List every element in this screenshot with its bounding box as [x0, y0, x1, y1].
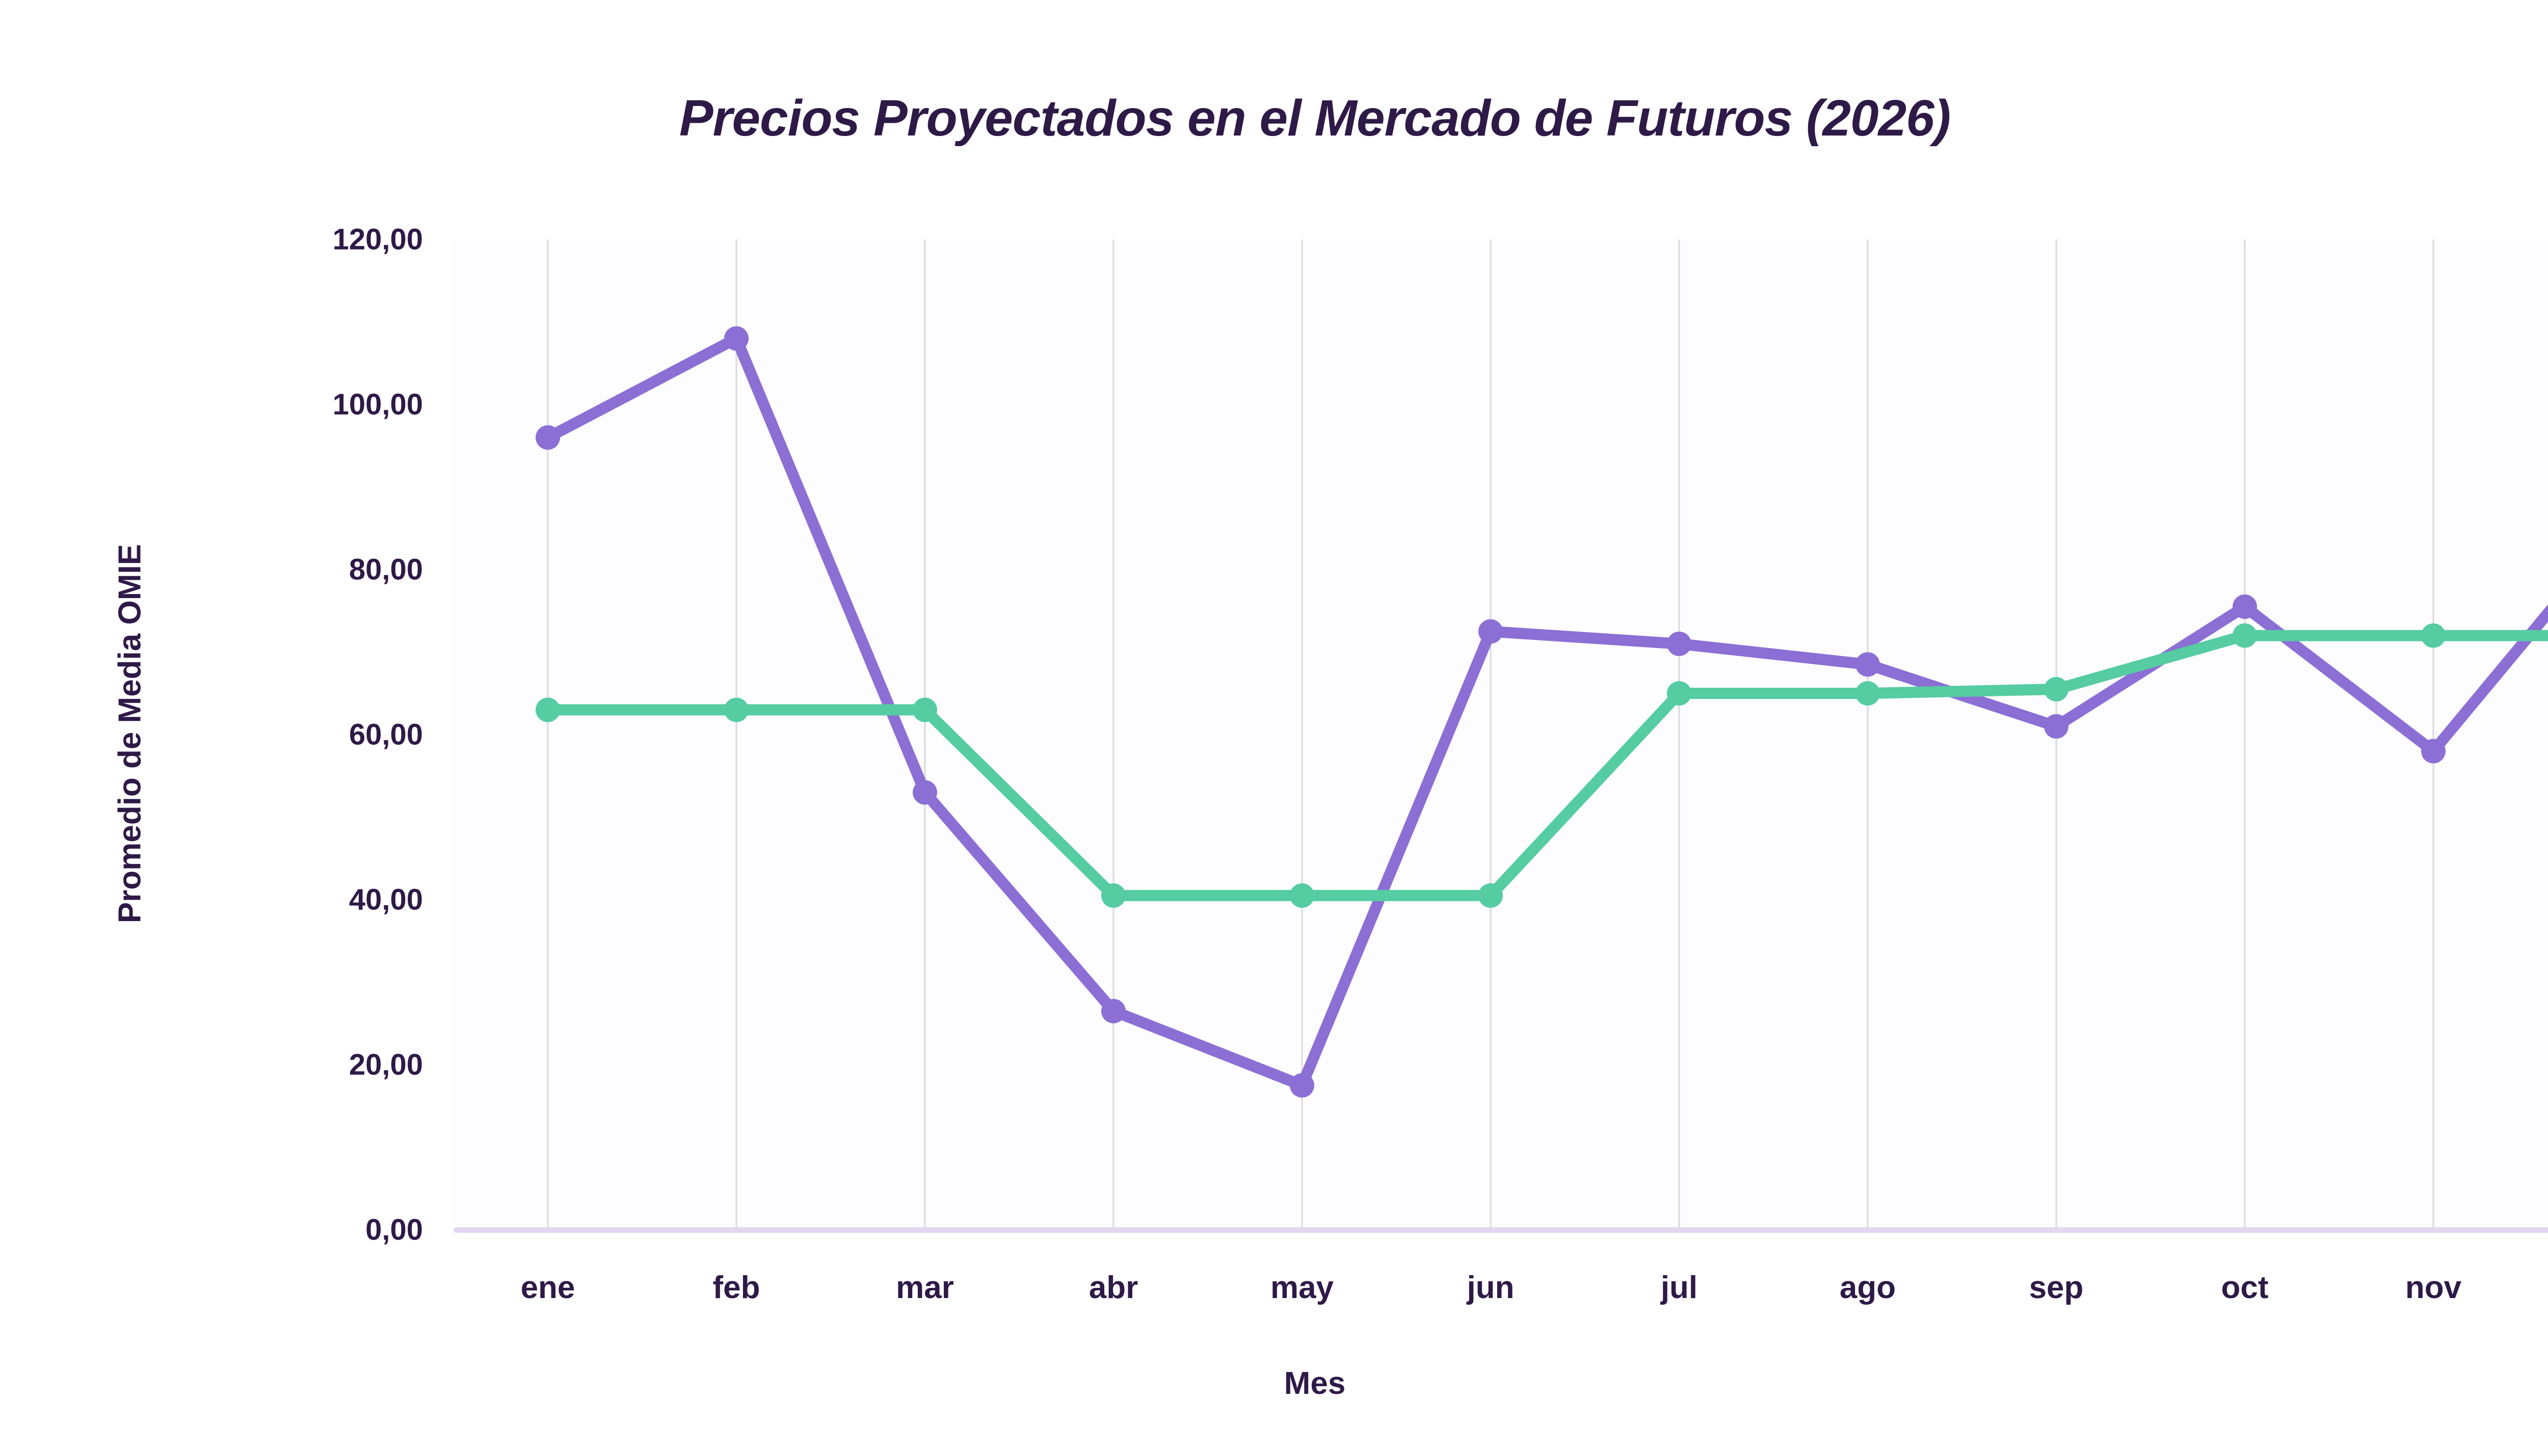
x-tick-label-ene: ene: [520, 1270, 575, 1305]
x-tick-label-mar: mar: [896, 1270, 954, 1305]
data-point[interactable]: [1290, 1073, 1314, 1098]
data-point[interactable]: [1478, 883, 1503, 908]
x-tick-label-jun: jun: [1467, 1270, 1515, 1305]
data-point[interactable]: [2044, 714, 2068, 739]
data-point[interactable]: [1855, 652, 1880, 677]
series-markers: [536, 326, 2446, 1098]
y-tick-label: 100,00: [332, 388, 423, 421]
x-tick-label-feb: feb: [712, 1270, 760, 1305]
data-point[interactable]: [1478, 619, 1503, 644]
series-line-2026: [542, 630, 2548, 901]
x-axis-baseline: [454, 1227, 2548, 1233]
x-tick-label-nov: nov: [2405, 1270, 2462, 1305]
data-point[interactable]: [1855, 681, 1880, 706]
x-tick-label-ago: ago: [1839, 1270, 1896, 1305]
data-point[interactable]: [1290, 883, 1314, 908]
plot-area: [454, 239, 2548, 1230]
y-tick-label: 40,00: [349, 883, 423, 916]
y-tick-label: 120,00: [332, 223, 423, 256]
data-point[interactable]: [724, 326, 749, 351]
y-tick-label: 60,00: [349, 718, 423, 751]
y-axis-title: Promedio de Media OMIE: [112, 544, 148, 924]
data-point[interactable]: [2044, 677, 2068, 702]
x-tick-label-abr: abr: [1089, 1270, 1138, 1305]
data-point[interactable]: [536, 425, 560, 450]
data-point[interactable]: [2421, 623, 2446, 648]
x-tick-label-oct: oct: [2221, 1270, 2269, 1305]
x-tick-label-may: may: [1270, 1270, 1334, 1305]
x-axis-title: Mes: [1284, 1366, 1346, 1401]
y-tick-label: 20,00: [349, 1048, 423, 1082]
series-lines: [542, 333, 2548, 1091]
data-point[interactable]: [1101, 883, 1126, 908]
chart-title: Precios Proyectados en el Mercado de Fut…: [679, 90, 1951, 147]
data-point[interactable]: [1101, 999, 1126, 1023]
x-tick-label-jul: jul: [1660, 1270, 1698, 1305]
data-point[interactable]: [2233, 594, 2257, 619]
gridlines: [547, 239, 2434, 1230]
data-point[interactable]: [724, 697, 749, 722]
data-point[interactable]: [2421, 739, 2446, 764]
data-point[interactable]: [1667, 681, 1691, 706]
data-point[interactable]: [2233, 623, 2257, 648]
data-point[interactable]: [913, 780, 937, 805]
plot-svg: [536, 239, 2548, 1230]
data-point[interactable]: [913, 697, 937, 722]
data-point[interactable]: [1667, 631, 1691, 656]
y-tick-label: 80,00: [349, 553, 423, 586]
data-point[interactable]: [536, 697, 560, 722]
x-tick-label-sep: sep: [2029, 1270, 2084, 1305]
y-tick-label: 0,00: [365, 1213, 423, 1247]
